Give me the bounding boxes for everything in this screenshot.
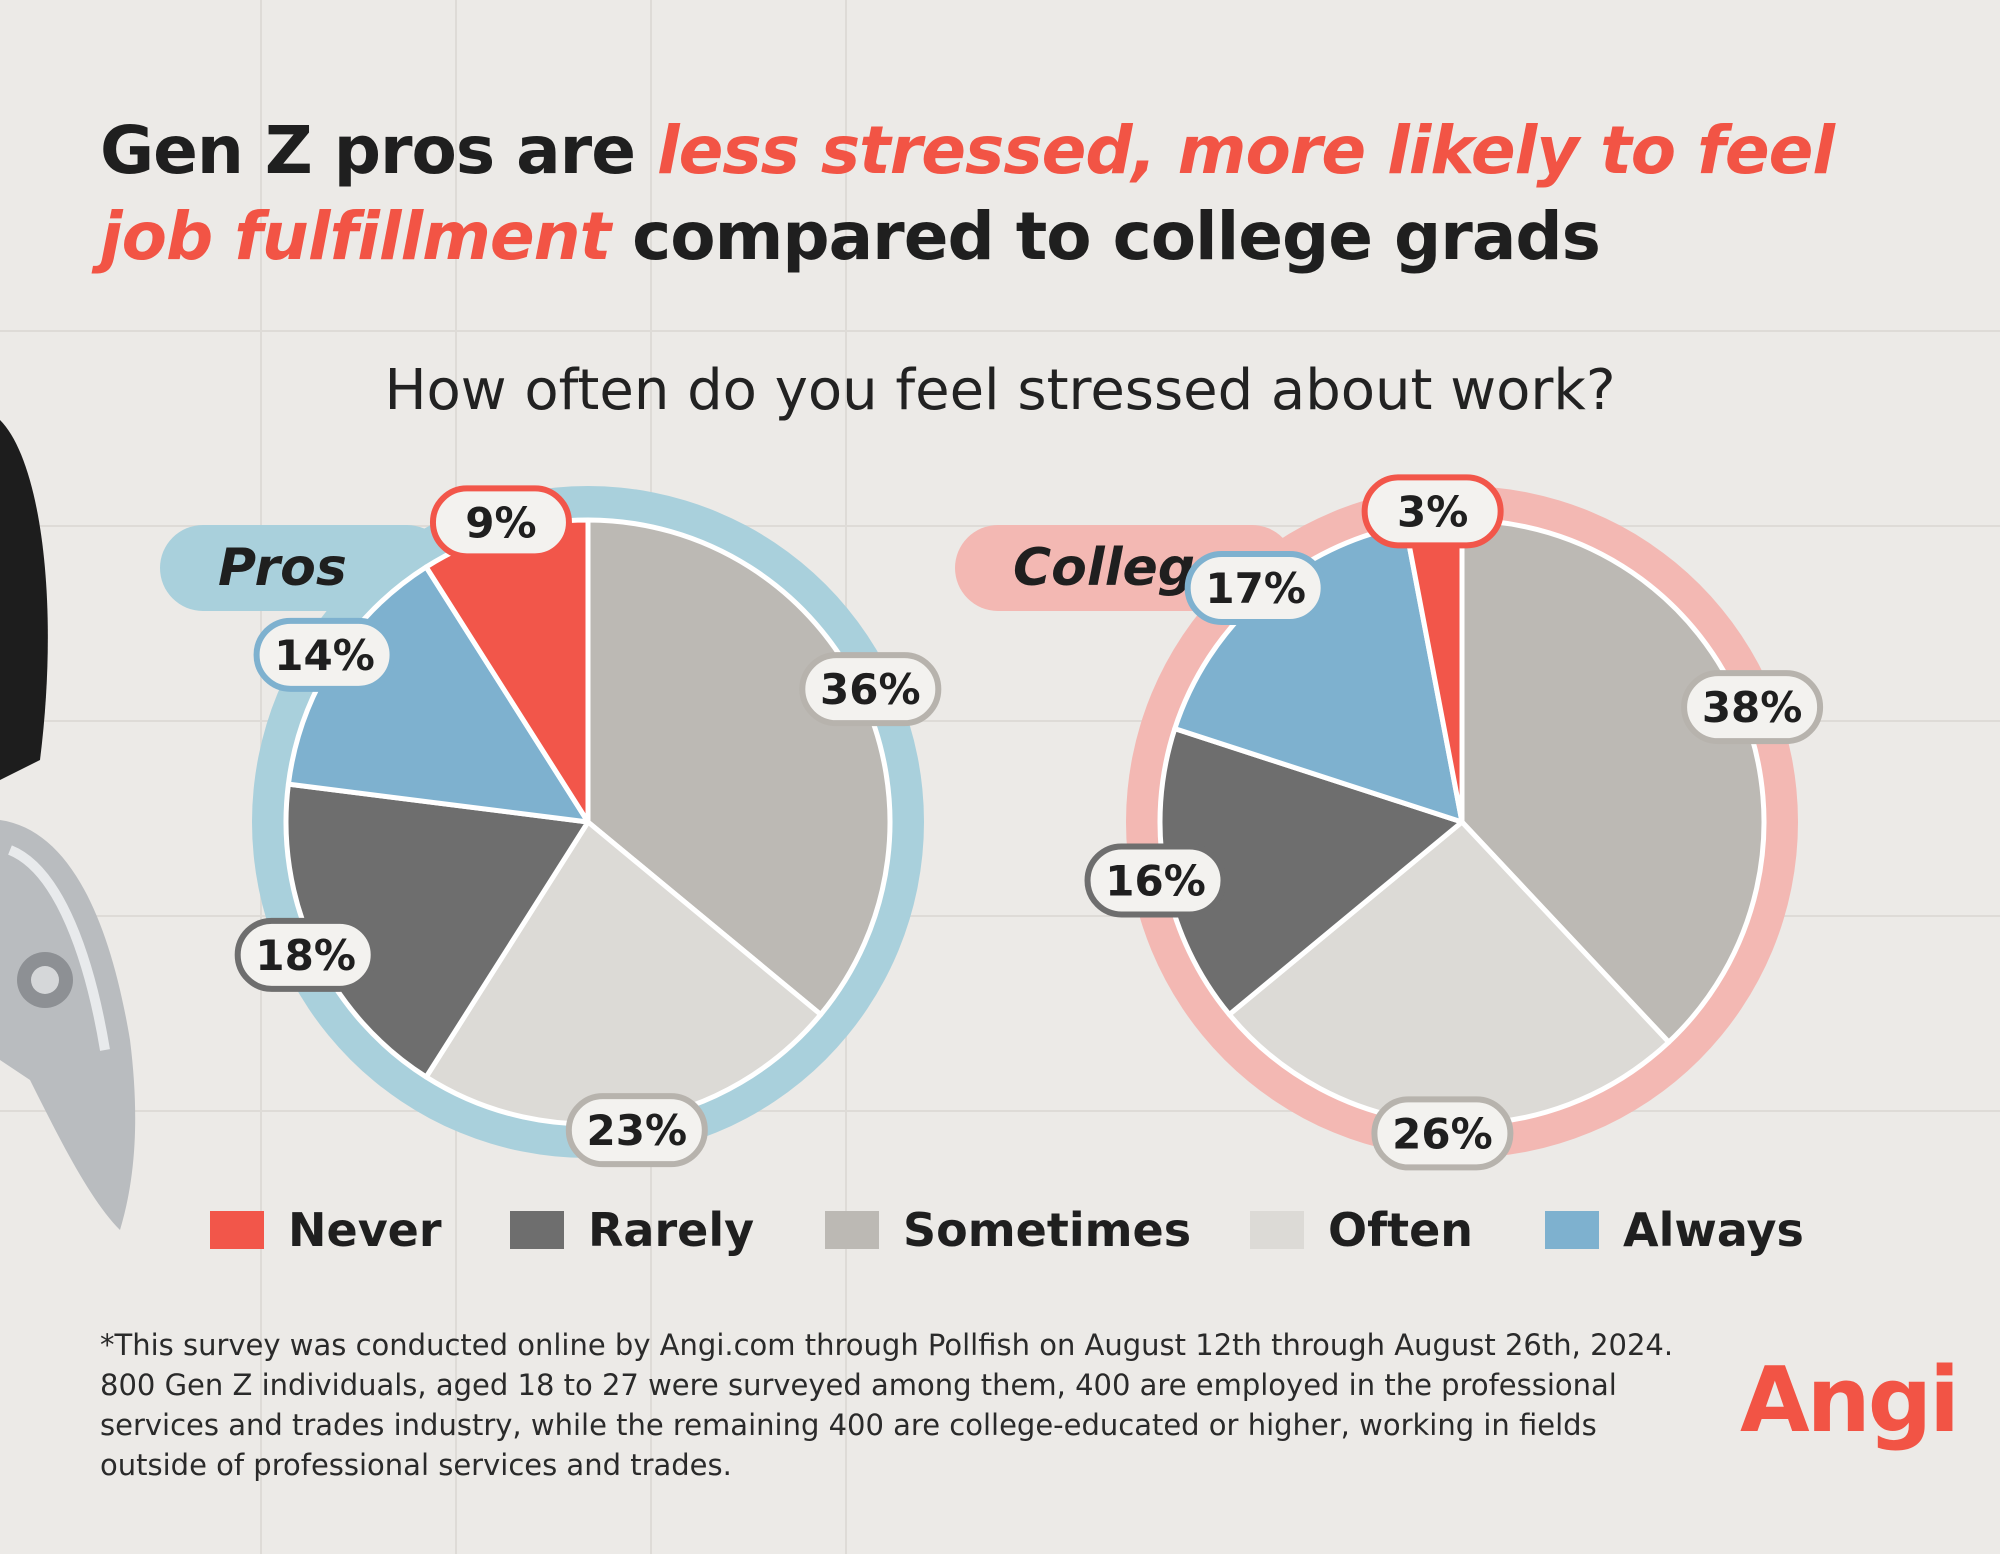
survey-footnote: *This survey was conducted online by Ang… — [100, 1325, 1700, 1485]
legend-item-never: Never — [210, 1200, 442, 1260]
data-label-rarely: 16% — [1084, 843, 1227, 918]
data-label-bg — [799, 652, 942, 727]
data-label-never: 3% — [1361, 474, 1504, 549]
legend-swatch-rarely — [510, 1211, 564, 1249]
data-label-often: 26% — [1371, 1096, 1514, 1171]
footnote-line: services and trades industry, while the … — [100, 1408, 1597, 1442]
footnote-line: outside of professional services and tra… — [100, 1448, 732, 1482]
data-label-rarely: 18% — [234, 917, 377, 992]
grid-line — [0, 720, 2000, 722]
grid-line — [0, 915, 2000, 917]
data-label-bg — [1681, 670, 1824, 745]
series-tag-bg — [160, 525, 450, 611]
series-tag: Pros — [160, 525, 450, 611]
pliers-illustration — [0, 420, 136, 1230]
legend-label-sometimes: Sometimes — [903, 1203, 1192, 1257]
headline-part1: Gen Z pros are — [100, 112, 657, 189]
data-label-text: 14% — [274, 631, 375, 680]
legend-swatch-always — [1545, 1211, 1599, 1249]
headline-part2: compared to college grads — [610, 198, 1601, 275]
data-label-bg — [565, 1093, 708, 1168]
footnote-line: *This survey was conducted online by Ang… — [100, 1328, 1674, 1362]
legend-item-always: Always — [1545, 1200, 1804, 1260]
data-label-text: 23% — [587, 1106, 688, 1155]
data-label-text: 36% — [820, 665, 921, 714]
data-label-bg — [429, 485, 572, 560]
legend-item-often: Often — [1250, 1200, 1473, 1260]
data-label-always: 14% — [253, 617, 396, 692]
legend-label-never: Never — [288, 1203, 442, 1257]
angi-logo: Angi — [1740, 1348, 1960, 1453]
data-label-text: 18% — [255, 931, 356, 980]
series-tag-label: Pros — [218, 538, 347, 598]
data-label-text: 16% — [1105, 856, 1206, 905]
headline-highlight1: less stressed, more likely to feel — [656, 112, 1835, 189]
legend-swatch-sometimes — [825, 1211, 879, 1249]
data-label-bg — [1371, 1096, 1514, 1171]
data-label-text: 3% — [1397, 487, 1468, 536]
data-label-bg — [1184, 550, 1327, 625]
data-label-text: 26% — [1392, 1109, 1493, 1158]
data-label-often: 23% — [565, 1093, 708, 1168]
data-label-bg — [253, 617, 396, 692]
footnote-line: 800 Gen Z individuals, aged 18 to 27 wer… — [100, 1368, 1617, 1402]
data-label-bg — [1084, 843, 1227, 918]
chart-title: How often do you feel stressed about wor… — [384, 358, 1616, 423]
legend-swatch-never — [210, 1211, 264, 1249]
legend-swatch-often — [1250, 1211, 1304, 1249]
data-label-never: 9% — [429, 485, 572, 560]
data-label-sometimes: 38% — [1681, 670, 1824, 745]
data-label-sometimes: 36% — [799, 652, 942, 727]
data-label-text: 17% — [1205, 564, 1306, 613]
grid-line — [0, 330, 2000, 332]
legend-item-sometimes: Sometimes — [825, 1200, 1191, 1260]
headline: Gen Z pros are less stressed, more likel… — [100, 108, 1920, 280]
data-label-text: 38% — [1702, 683, 1803, 732]
legend-label-always: Always — [1623, 1203, 1804, 1257]
legend-item-rarely: Rarely — [510, 1200, 754, 1260]
data-label-text: 9% — [465, 498, 536, 547]
data-label-bg — [1361, 474, 1504, 549]
grid-line — [0, 1110, 2000, 1112]
legend-label-often: Often — [1328, 1203, 1474, 1257]
legend-label-rarely: Rarely — [588, 1203, 755, 1257]
headline-highlight2: job fulfillment — [100, 198, 611, 275]
data-label-bg — [234, 917, 377, 992]
data-label-always: 17% — [1184, 550, 1327, 625]
